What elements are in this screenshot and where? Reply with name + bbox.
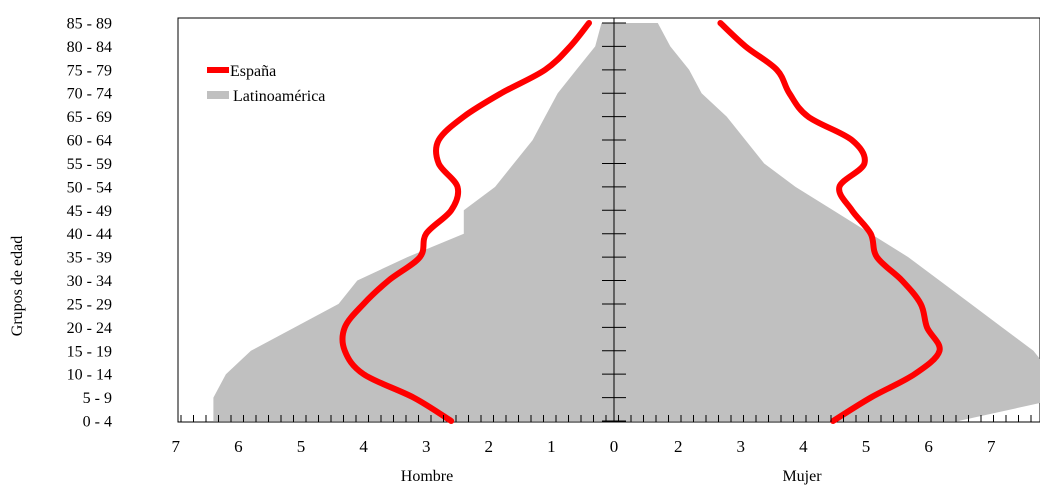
category-label: 60 - 64 xyxy=(67,133,112,150)
axes xyxy=(177,17,1040,423)
x-axis-title-male: Hombre xyxy=(401,468,453,485)
series-layer xyxy=(213,20,1040,424)
legend-label-latinoamerica: Latinoamérica xyxy=(233,88,325,105)
category-label: 35 - 39 xyxy=(67,250,112,267)
category-label: 80 - 84 xyxy=(67,39,112,56)
x-tick-label: 2 xyxy=(674,437,683,456)
espana-female-line xyxy=(717,20,943,424)
x-tick-label: 2 xyxy=(485,437,494,456)
category-label: 65 - 69 xyxy=(67,109,112,126)
plot-frame xyxy=(177,17,1040,423)
x-tick-label: 6 xyxy=(924,437,933,456)
category-label: 20 - 24 xyxy=(67,320,112,337)
latinoamerica-area xyxy=(213,23,1040,421)
category-label: 0 - 4 xyxy=(83,414,112,431)
category-label: 70 - 74 xyxy=(67,86,112,103)
legend-swatch-espana xyxy=(207,67,229,73)
espana-male-line xyxy=(339,20,592,424)
category-label: 5 - 9 xyxy=(83,390,112,407)
category-label: 10 - 14 xyxy=(67,367,112,384)
x-tick-label: 5 xyxy=(297,437,306,456)
category-label: 25 - 29 xyxy=(67,296,112,313)
y-axis-categories: 0 - 4 5 - 9 10 - 14 15 - 19 20 - 24 25 - 29 30… xyxy=(67,16,112,431)
x-tick-label: 7 xyxy=(172,437,181,456)
category-label: 55 - 59 xyxy=(67,156,112,173)
x-axis-title-female: Mujer xyxy=(782,468,822,485)
category-label: 40 - 44 xyxy=(67,226,112,243)
category-label: 15 - 19 xyxy=(67,343,112,360)
x-tick-label: 4 xyxy=(799,437,808,456)
x-tick-label: 7 xyxy=(987,437,996,456)
legend-label-espana: España xyxy=(230,63,276,80)
category-label: 45 - 49 xyxy=(67,203,112,220)
category-label: 85 - 89 xyxy=(67,16,112,33)
category-label: 30 - 34 xyxy=(67,273,112,290)
category-label: 50 - 54 xyxy=(67,179,112,196)
x-tick-label: 1 xyxy=(547,437,556,456)
legend: España Latinoamérica xyxy=(207,63,325,105)
y-axis-title: Grupos de edad xyxy=(9,236,26,336)
x-tick-label: 3 xyxy=(737,437,746,456)
category-label: 75 - 79 xyxy=(67,62,112,79)
x-tick-label: 5 xyxy=(862,437,871,456)
legend-swatch-latinoamerica xyxy=(207,91,229,99)
x-tick-label: 0 xyxy=(610,437,619,456)
x-tick-label: 3 xyxy=(422,437,431,456)
center-axis xyxy=(602,18,626,422)
x-tick-label: 6 xyxy=(234,437,243,456)
x-tick-label: 4 xyxy=(359,437,368,456)
x-axis-ticks: 7 6 5 4 3 2 1 0 2 3 4 5 6 7 xyxy=(172,415,1032,456)
